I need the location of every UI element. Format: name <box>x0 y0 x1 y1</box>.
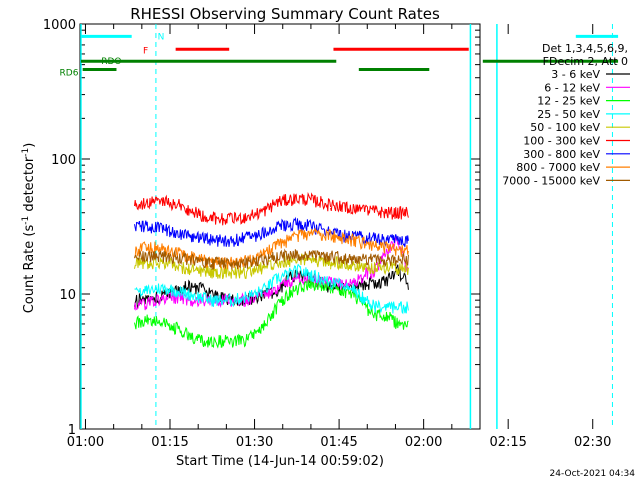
y-tick-label: 1000 <box>43 18 76 33</box>
x-tick-label: 01:00 <box>67 435 104 450</box>
legend-label: 50 - 100 keV <box>530 121 600 134</box>
series-2 <box>330 282 409 330</box>
series-5 <box>330 199 409 220</box>
x-tick-label: 01:15 <box>151 435 188 450</box>
series-8 <box>330 250 409 268</box>
bar-label-rdo: RDO <box>101 57 121 67</box>
legend-label: 3 - 6 keV <box>551 68 600 81</box>
y-tick-label: 100 <box>51 153 76 168</box>
bar-label-n: N <box>158 32 165 42</box>
bar-label-f: F <box>143 46 148 56</box>
plot-area <box>79 23 481 430</box>
legend-label: 300 - 800 keV <box>523 148 600 161</box>
series-2 <box>134 277 332 349</box>
legend-label: 25 - 50 keV <box>537 108 600 121</box>
x-tick-label: 01:30 <box>236 435 273 450</box>
legend-label: 12 - 25 keV <box>537 95 600 108</box>
series-1 <box>134 272 332 311</box>
y-tick-label: 10 <box>59 288 76 303</box>
x-axis-label: Start Time (14-Jun-14 00:59:02) <box>176 454 384 469</box>
bar-label-rd6: RD6 <box>60 69 79 79</box>
x-tick-label: 02:15 <box>489 435 526 450</box>
legend-label: 6 - 12 keV <box>544 81 600 94</box>
footer-timestamp: 24-Oct-2021 04:34 <box>550 469 636 479</box>
y-tick-label: 1 <box>68 423 76 438</box>
chart-title: RHESSI Observing Summary Count Rates <box>130 5 440 23</box>
series-3 <box>134 263 331 308</box>
legend-label: 7000 - 15000 keV <box>502 174 600 187</box>
legend-label: 800 - 7000 keV <box>516 161 600 174</box>
x-tick-label: 02:30 <box>574 435 611 450</box>
series-6 <box>134 216 331 247</box>
legend-header: Det 1,3,4,5,6,9, <box>542 42 628 55</box>
series-5 <box>134 191 332 226</box>
series-4 <box>330 256 409 276</box>
x-tick-label: 01:45 <box>320 435 357 450</box>
x-tick-label: 02:00 <box>405 435 442 450</box>
series-8 <box>134 248 331 270</box>
series-3 <box>330 277 409 315</box>
legend-label: 100 - 300 keV <box>523 135 600 148</box>
series-0 <box>134 269 332 309</box>
y-axis-label: Count Rate (s-1 detector-1) <box>21 143 37 314</box>
legend-header: FDecim 2, Att 0 <box>543 55 628 68</box>
series-7 <box>330 230 409 257</box>
